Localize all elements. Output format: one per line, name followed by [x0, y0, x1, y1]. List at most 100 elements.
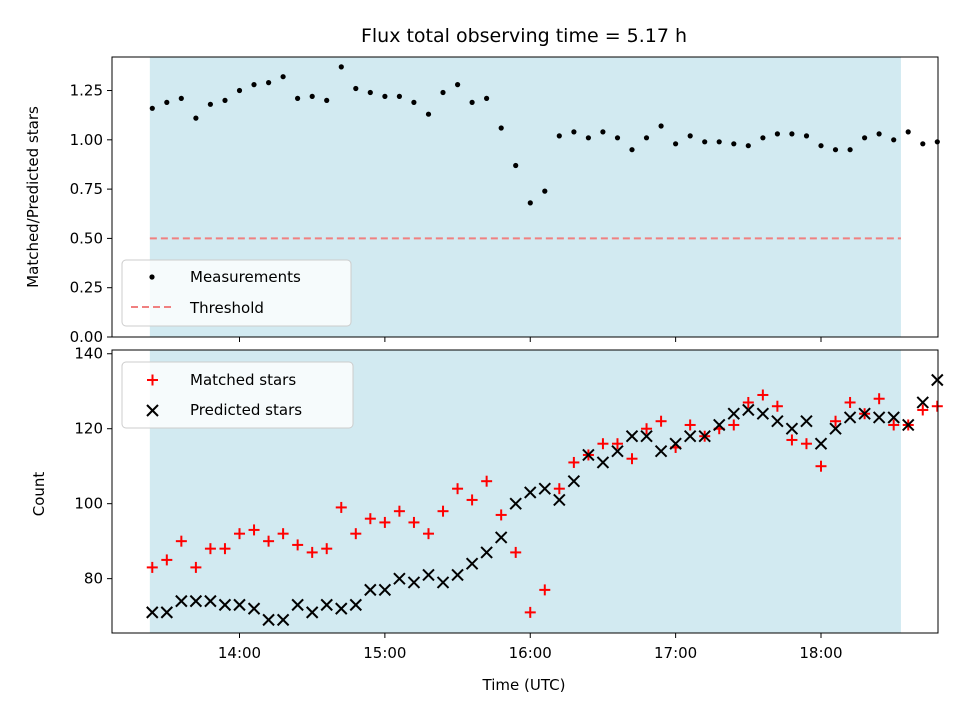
y-tick-label: 0.50: [70, 229, 103, 247]
predicted-star-point: [931, 373, 944, 387]
measurement-point: [542, 188, 548, 194]
predicted-star-point: [364, 583, 377, 597]
matched-star-point: [728, 419, 740, 431]
matched-star-point: [175, 535, 187, 547]
matched-star-point: [437, 505, 449, 517]
predicted-star-point: [887, 411, 900, 424]
measurement-point: [469, 99, 475, 105]
predicted-star-point: [654, 444, 668, 458]
x-tick-label: 18:00: [799, 644, 842, 662]
measurement-point: [164, 99, 170, 105]
predicted-star-point: [902, 418, 915, 432]
measurement-point: [571, 129, 577, 135]
top-legend-box: [121, 259, 352, 327]
measurement-point: [643, 135, 650, 141]
measurement-point: [149, 105, 155, 111]
measurement-point: [280, 74, 286, 80]
predicted-star-point: [378, 583, 392, 597]
matched-star-point: [844, 396, 856, 408]
predicted-star-point: [422, 568, 435, 582]
measurement-point: [484, 95, 490, 101]
predicted-star-point: [727, 407, 740, 420]
bottom-y-ticks: 80 100 120 140: [74, 345, 112, 588]
predicted-star-point: [611, 444, 624, 458]
matched-star-point: [350, 528, 362, 540]
measurement-point: [789, 131, 795, 137]
measurement-point: [295, 95, 301, 101]
predicted-star-point: [291, 598, 304, 612]
measurement-point: [876, 131, 882, 137]
matched-star-point: [466, 494, 478, 506]
measurement-point: [687, 133, 693, 139]
matched-star-point: [568, 456, 580, 468]
predicted-star-point: [393, 572, 406, 585]
predicted-star-point: [276, 613, 290, 627]
predicted-star-point: [582, 448, 595, 462]
top-y-axis-label: Matched/Predicted stars: [24, 106, 42, 288]
y-tick-label: 140: [74, 345, 103, 363]
y-tick-label: 0.00: [70, 328, 103, 346]
measurement-point: [455, 82, 461, 88]
matched-star-point: [888, 419, 900, 431]
matched-star-point: [452, 483, 464, 495]
measurement-point: [222, 97, 228, 103]
measurement-point: [600, 129, 606, 135]
predicted-star-point: [640, 430, 653, 443]
matched-star-point: [742, 396, 754, 408]
predicted-star-point: [872, 411, 886, 424]
predicted-star-point: [713, 418, 726, 432]
bottom-legend-box: [121, 361, 354, 429]
y-tick-label: 1.25: [70, 82, 103, 100]
predicted-star-point: [756, 407, 770, 420]
matched-star-point: [364, 513, 376, 525]
chart-title: Flux total observing time = 5.17 h: [361, 25, 687, 47]
matched-star-point: [379, 516, 391, 528]
measurement-point: [498, 125, 504, 131]
y-tick-label: 1.00: [70, 131, 103, 149]
measurement-point: [207, 101, 213, 107]
measurement-point: [425, 111, 432, 117]
predicted-star-point: [480, 546, 493, 559]
measurement-point: [193, 115, 199, 121]
measurement-point: [818, 143, 824, 149]
x-axis-label: Time (UTC): [482, 676, 566, 694]
matched-star-point: [553, 483, 565, 495]
y-tick-label: 0.75: [70, 180, 103, 198]
matched-star-point: [757, 389, 769, 401]
legend-measurements-label: Measurements: [190, 268, 301, 286]
x-tick-label: 17:00: [654, 644, 697, 662]
matched-star-point: [655, 415, 667, 427]
measurement-point: [891, 137, 897, 143]
predicted-star-point: [407, 576, 421, 589]
measurement-point: [440, 89, 446, 96]
matched-star-point: [335, 501, 347, 513]
predicted-star-point: [175, 594, 188, 608]
predicted-star-point: [800, 415, 813, 428]
predicted-star-point: [843, 411, 857, 424]
measurement-point: [673, 141, 679, 147]
measurement-point: [382, 93, 388, 99]
matched-star-point: [408, 516, 420, 528]
predicted-star-point: [335, 602, 348, 615]
matched-star-point: [786, 434, 798, 446]
measurement-point: [760, 135, 766, 141]
measurement-point: [745, 143, 751, 149]
matched-star-point: [190, 561, 202, 573]
matched-star-point: [931, 400, 943, 412]
predicted-star-point: [698, 430, 711, 443]
predicted-star-point: [524, 486, 537, 499]
measurement-point: [920, 141, 926, 147]
predicted-star-point: [785, 422, 799, 435]
predicted-star-point: [349, 598, 363, 612]
top-x-ticks: [239, 337, 822, 342]
top-legend: Measurements Threshold: [121, 259, 352, 327]
y-tick-label: 120: [74, 420, 103, 438]
matched-star-point: [684, 419, 696, 431]
matched-star-point: [204, 543, 216, 555]
measurement-point: [411, 99, 417, 105]
legend-matched-marker: [147, 374, 158, 386]
matched-star-point: [524, 606, 536, 618]
legend-measurements-marker: [149, 274, 155, 280]
predicted-stars-points: [146, 373, 944, 627]
